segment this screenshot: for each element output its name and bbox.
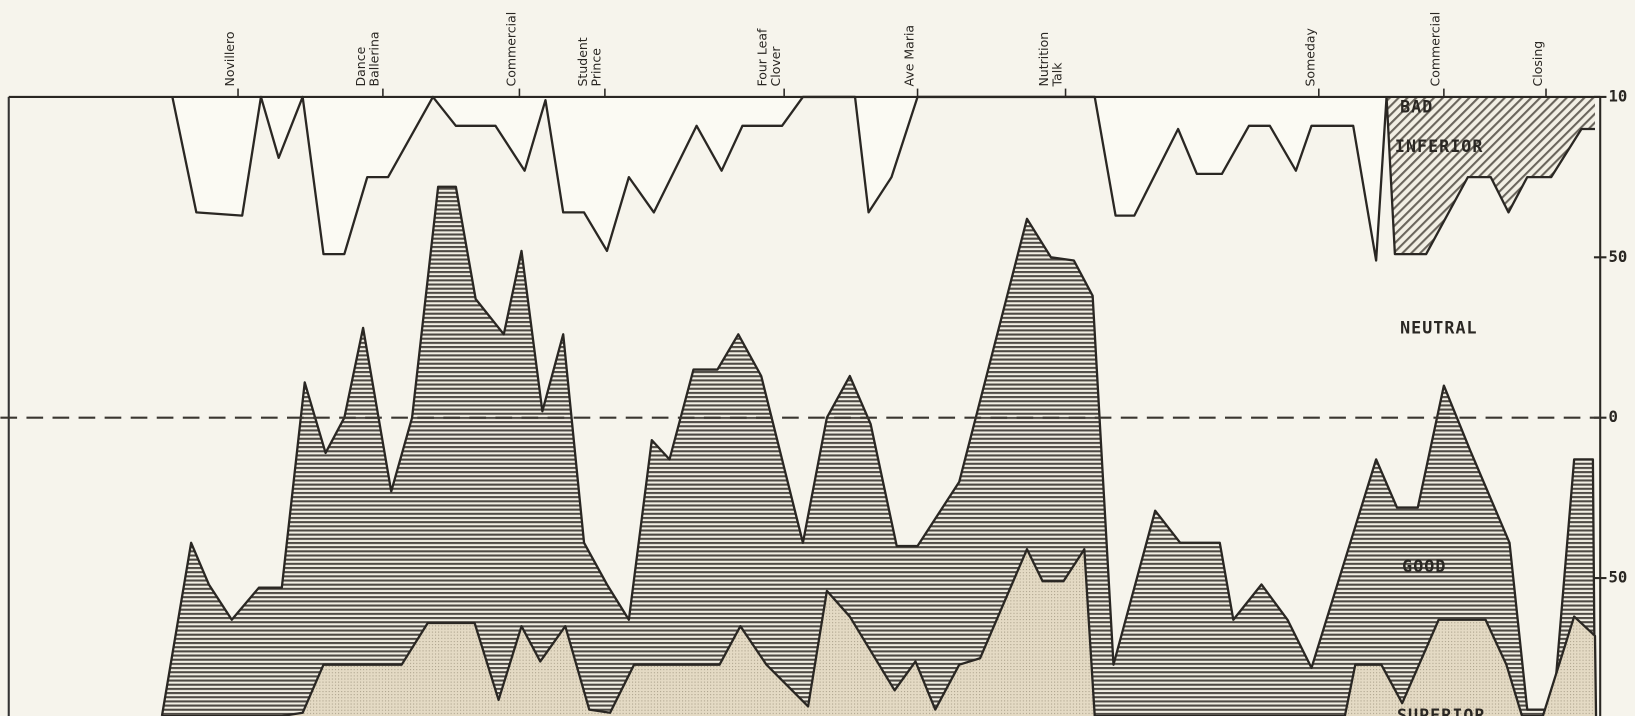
segment-label: Ave Maria	[901, 25, 916, 87]
segment-label: Someday	[1303, 27, 1318, 86]
y-tick-label: 10	[1609, 86, 1628, 105]
area-line	[161, 548, 1598, 716]
segment-label: Novillero	[222, 31, 237, 86]
area-fill	[161, 186, 1595, 716]
zone-label: SUPERIOR	[1397, 706, 1486, 716]
area-line	[160, 185, 1597, 716]
y-tick-label: 50	[1609, 568, 1628, 587]
segment-label: Commercial	[1428, 12, 1443, 87]
y-tick-label: 0	[1609, 407, 1618, 426]
segment-label: Talk	[1049, 62, 1064, 88]
segment-label: Clover	[768, 46, 783, 87]
area-line	[171, 95, 1388, 262]
zone-label: INFERIOR	[1395, 137, 1484, 156]
area-fill	[161, 549, 1597, 716]
segment-label: Dance	[353, 46, 368, 86]
segment-label: Closing	[1530, 41, 1545, 87]
segment-label: Prince	[589, 48, 604, 87]
segment-label: Nutrition	[1036, 32, 1051, 87]
area-fill	[1386, 96, 1595, 255]
segment-label: Four Leaf	[754, 28, 769, 87]
y-tick-label: 50	[1609, 247, 1628, 266]
zone-label: NEUTRAL	[1400, 319, 1478, 338]
area-line	[1385, 96, 1595, 256]
segment-label: Commercial	[503, 12, 518, 87]
zone-label: GOOD	[1402, 557, 1446, 576]
segment-label: Student	[575, 37, 590, 86]
area-fill	[172, 96, 1387, 261]
zone-label: BAD	[1400, 98, 1433, 117]
segment-label: Ballerina	[367, 31, 382, 86]
